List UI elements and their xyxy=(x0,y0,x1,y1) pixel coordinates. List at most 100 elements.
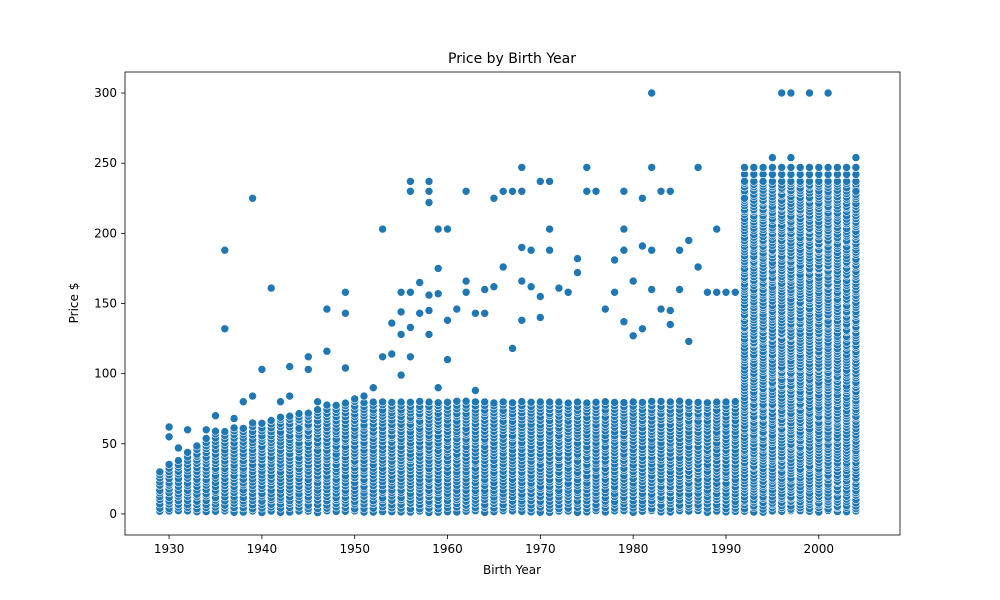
data-point xyxy=(786,153,796,162)
data-point xyxy=(591,187,601,196)
data-point xyxy=(443,397,452,407)
data-point xyxy=(703,287,712,297)
data-point xyxy=(628,276,638,286)
data-point xyxy=(424,397,434,407)
data-point xyxy=(350,394,360,404)
data-point xyxy=(582,398,592,408)
data-point xyxy=(266,283,276,293)
data-point xyxy=(823,163,833,172)
data-point xyxy=(517,276,527,286)
data-point xyxy=(498,262,508,272)
x-tick-label: 1930 xyxy=(154,542,185,556)
data-point xyxy=(684,337,694,346)
data-point xyxy=(276,397,285,407)
data-point xyxy=(740,194,749,203)
chart-title: Price by Birth Year xyxy=(448,51,576,67)
data-point xyxy=(489,282,499,292)
data-point xyxy=(368,397,378,407)
data-point xyxy=(471,397,480,407)
data-point xyxy=(396,307,406,317)
data-point xyxy=(341,398,350,408)
data-point xyxy=(461,396,471,406)
data-point xyxy=(814,163,824,172)
data-point xyxy=(313,397,322,407)
data-point xyxy=(378,224,387,234)
data-point xyxy=(164,422,174,432)
data-point xyxy=(842,163,851,172)
data-point xyxy=(656,187,666,196)
data-point xyxy=(387,318,397,328)
data-point xyxy=(573,268,582,277)
y-tick-label: 0 xyxy=(109,507,117,521)
data-point xyxy=(164,460,174,469)
data-point xyxy=(406,323,415,332)
x-tick-label: 1940 xyxy=(247,542,278,556)
data-point xyxy=(433,224,443,234)
data-point xyxy=(777,88,787,98)
data-point xyxy=(573,397,582,407)
y-tick-label: 100 xyxy=(94,367,117,381)
data-point xyxy=(563,398,573,408)
data-point xyxy=(656,304,666,314)
y-tick-label: 50 xyxy=(102,437,117,451)
data-point xyxy=(211,426,220,436)
data-point xyxy=(638,324,647,334)
data-point xyxy=(461,276,471,286)
data-point xyxy=(424,330,434,339)
data-point xyxy=(368,383,378,393)
data-point xyxy=(183,425,192,435)
data-point xyxy=(406,287,415,297)
data-point xyxy=(480,285,490,294)
data-point xyxy=(675,245,684,255)
data-point xyxy=(239,397,248,407)
x-axis-label: Birth Year xyxy=(483,563,541,577)
data-point xyxy=(498,397,508,407)
data-point xyxy=(758,163,768,172)
data-point xyxy=(508,398,517,408)
data-point xyxy=(433,398,443,408)
data-point xyxy=(415,397,425,406)
data-point xyxy=(303,408,313,418)
data-point xyxy=(684,236,694,245)
data-point xyxy=(294,409,304,418)
data-point xyxy=(619,317,629,327)
data-point xyxy=(341,363,350,373)
data-point xyxy=(721,287,731,297)
data-point xyxy=(433,264,443,273)
data-point xyxy=(628,397,638,407)
data-point xyxy=(303,365,313,374)
data-point xyxy=(452,304,462,314)
data-point xyxy=(303,352,313,362)
data-point xyxy=(248,418,257,428)
y-tick-label: 300 xyxy=(94,86,117,100)
data-point xyxy=(508,344,517,353)
x-tick-label: 1980 xyxy=(618,542,649,556)
data-point xyxy=(703,398,712,408)
data-point xyxy=(396,330,406,339)
data-point xyxy=(647,245,657,255)
data-point xyxy=(424,306,434,315)
data-point xyxy=(322,400,332,410)
data-point xyxy=(378,397,387,407)
data-point xyxy=(331,401,341,410)
data-point xyxy=(795,163,805,172)
data-point xyxy=(415,308,425,318)
data-point xyxy=(851,187,861,196)
data-point xyxy=(471,308,480,318)
data-point xyxy=(443,355,452,364)
data-point xyxy=(545,397,554,407)
y-tick-label: 200 xyxy=(94,226,117,240)
data-point xyxy=(833,163,842,172)
data-point xyxy=(823,88,833,98)
data-point xyxy=(851,163,861,172)
data-point xyxy=(461,187,471,196)
data-point xyxy=(638,398,647,407)
data-point xyxy=(480,308,490,318)
data-point xyxy=(433,383,443,393)
data-point xyxy=(693,398,703,407)
data-point xyxy=(805,163,814,172)
x-tick-label: 2000 xyxy=(804,542,835,556)
data-point xyxy=(768,153,777,162)
data-point xyxy=(535,177,545,186)
data-point xyxy=(545,177,554,186)
